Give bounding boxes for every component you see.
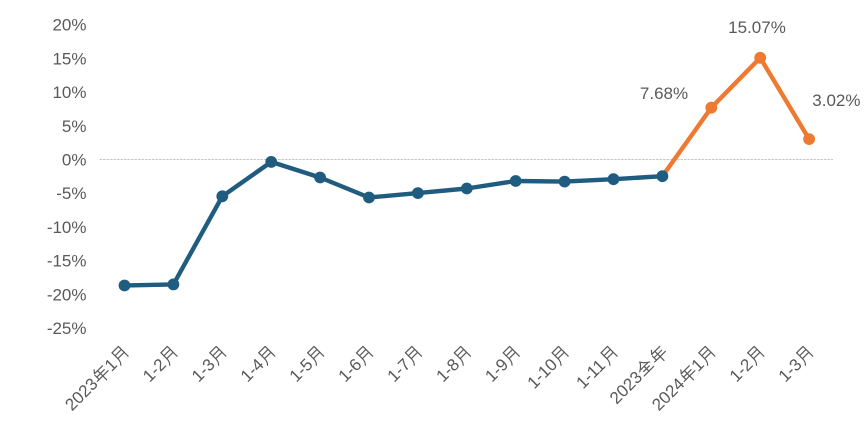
svg-text:-20%: -20% <box>47 285 87 304</box>
svg-text:10%: 10% <box>52 83 86 102</box>
svg-text:15%: 15% <box>52 49 86 68</box>
svg-text:-5%: -5% <box>56 184 86 203</box>
svg-text:0%: 0% <box>62 151 87 170</box>
svg-text:20%: 20% <box>52 16 86 35</box>
svg-text:3.02%: 3.02% <box>812 91 860 110</box>
svg-text:-10%: -10% <box>47 218 87 237</box>
svg-text:15.07%: 15.07% <box>728 18 786 37</box>
svg-text:-15%: -15% <box>47 252 87 271</box>
svg-text:-25%: -25% <box>47 319 87 338</box>
svg-text:7.68%: 7.68% <box>640 84 688 103</box>
svg-text:5%: 5% <box>62 117 87 136</box>
